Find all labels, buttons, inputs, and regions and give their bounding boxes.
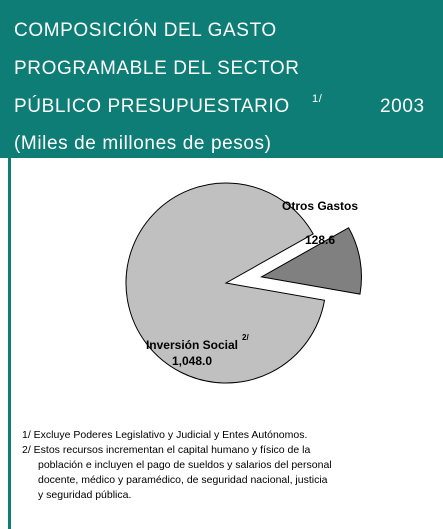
subtitle: (Miles de millones de pesos) bbox=[14, 133, 272, 154]
footnote: docente, médico y paramédico, de segurid… bbox=[38, 474, 328, 486]
category-label: Inversión Social bbox=[146, 338, 238, 352]
pie-slice bbox=[260, 227, 362, 295]
title-year: 2003 bbox=[380, 96, 425, 117]
value-label: 1,048.0 bbox=[172, 354, 212, 368]
footnote: y seguridad pública. bbox=[38, 489, 131, 501]
category-label: Otros Gastos bbox=[282, 199, 358, 213]
footnote: 2/ Estos recursos incrementan el capital… bbox=[22, 444, 310, 456]
category-note: 2/ bbox=[242, 333, 249, 342]
value-label: 128.6 bbox=[305, 233, 335, 247]
footnote: 1/ Excluye Poderes Legislativo y Judicia… bbox=[22, 429, 307, 441]
left-rule bbox=[8, 158, 11, 529]
footnote: población e incluyen el pago de sueldos … bbox=[38, 459, 332, 471]
title-line: COMPOSICIÓN DEL GASTO bbox=[14, 19, 277, 41]
header-band bbox=[0, 0, 443, 158]
title-note: 1/ bbox=[312, 93, 323, 105]
title-line: PROGRAMABLE DEL SECTOR bbox=[14, 58, 300, 79]
pie-slice bbox=[125, 182, 326, 384]
title-line: PÚBLICO PRESUPUESTARIO bbox=[14, 95, 290, 117]
pie bbox=[125, 182, 362, 384]
